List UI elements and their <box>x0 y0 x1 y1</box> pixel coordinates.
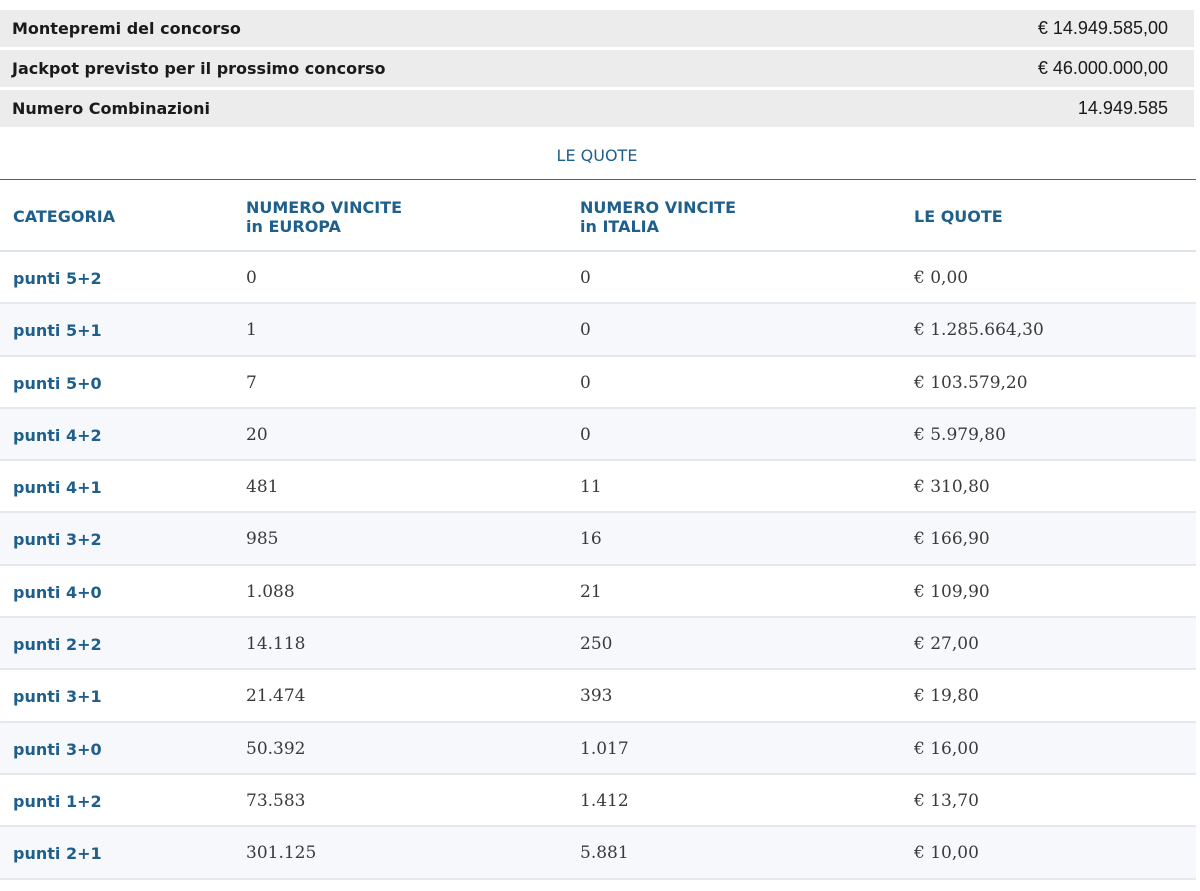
europe-wins-cell: 985 <box>246 529 279 550</box>
table-row: punti 3+0 50.392 1.017 € 16,00 <box>0 722 1196 775</box>
column-header-categoria: CATEGORIA <box>13 207 115 226</box>
europe-wins-cell: 481 <box>246 477 279 498</box>
italy-wins-cell: 0 <box>580 424 591 445</box>
europe-wins-cell: 301.125 <box>246 843 317 864</box>
category-cell: punti 3+2 <box>13 530 102 550</box>
summary-label: Numero Combinazioni <box>12 99 210 118</box>
quote-cell: € 5.979,80 <box>914 424 1006 445</box>
italy-wins-cell: 16 <box>580 529 602 550</box>
italy-wins-cell: 0 <box>580 372 591 393</box>
quote-cell: € 109,90 <box>914 581 990 602</box>
table-row: punti 1+2 73.583 1.412 € 13,70 <box>0 775 1196 828</box>
europe-wins-cell: 73.583 <box>246 790 306 811</box>
quote-cell: € 103.579,20 <box>914 372 1028 393</box>
category-cell: punti 3+1 <box>13 687 102 707</box>
quote-cell: € 19,80 <box>914 686 979 707</box>
summary-value: € 46.000.000,00 <box>1037 58 1168 78</box>
table-header: CATEGORIA NUMERO VINCITE in EUROPA NUMER… <box>0 180 1196 252</box>
column-header-sublabel: in EUROPA <box>246 217 341 236</box>
europe-wins-cell: 1.088 <box>246 581 295 602</box>
europe-wins-cell: 50.392 <box>246 738 306 759</box>
europe-wins-cell: 7 <box>246 372 257 393</box>
category-cell: punti 5+0 <box>13 373 102 393</box>
europe-wins-cell: 20 <box>246 424 268 445</box>
table-row: punti 5+0 7 0 € 103.579,20 <box>0 357 1196 409</box>
summary-value: 14.949.585 <box>1077 98 1168 118</box>
italy-wins-cell: 21 <box>580 581 602 602</box>
quote-cell: € 310,80 <box>914 477 990 498</box>
italy-wins-cell: 393 <box>580 686 613 707</box>
column-header-europa: NUMERO VINCITE in EUROPA <box>246 198 402 236</box>
category-cell: punti 3+0 <box>13 739 102 759</box>
quote-cell: € 0,00 <box>914 268 969 288</box>
table-row: punti 3+1 21.474 393 € 19,80 <box>0 670 1196 723</box>
column-header-label: LE QUOTE <box>914 207 1003 226</box>
italy-wins-cell: 5.881 <box>580 843 629 864</box>
italy-wins-cell: 1.017 <box>580 738 629 759</box>
quote-cell: € 13,70 <box>914 790 979 811</box>
table-row: punti 2+1 301.125 5.881 € 10,00 <box>0 827 1196 880</box>
category-cell: punti 1+2 <box>13 791 102 811</box>
column-header-label: CATEGORIA <box>13 207 116 226</box>
europe-wins-cell: 21.474 <box>246 686 306 707</box>
italy-wins-cell: 11 <box>580 477 602 498</box>
summary-row-jackpot: Jackpot previsto per il prossimo concors… <box>0 50 1194 87</box>
quote-table: CATEGORIA NUMERO VINCITE in EUROPA NUMER… <box>0 179 1196 880</box>
category-cell: punti 4+0 <box>13 582 102 602</box>
table-row: punti 2+2 14.118 250 € 27,00 <box>0 618 1196 671</box>
quote-cell: € 166,90 <box>914 529 990 550</box>
table-row: punti 5+2 0 0 € 0,00 <box>0 252 1196 305</box>
category-cell: punti 5+2 <box>13 269 102 288</box>
table-row: punti 4+1 481 11 € 310,80 <box>0 461 1196 514</box>
quote-cell: € 10,00 <box>914 843 979 864</box>
table-row: punti 3+2 985 16 € 166,90 <box>0 513 1196 566</box>
column-header-quote: LE QUOTE <box>914 207 1003 226</box>
column-header-label: NUMERO VINCITE <box>580 198 736 217</box>
table-row: punti 4+0 1.088 21 € 109,90 <box>0 566 1196 619</box>
europe-wins-cell: 1 <box>246 320 257 341</box>
quote-cell: € 27,00 <box>914 634 979 655</box>
category-cell: punti 4+2 <box>13 425 102 445</box>
summary-label: Jackpot previsto per il prossimo concors… <box>12 59 386 78</box>
italy-wins-cell: 1.412 <box>580 790 629 811</box>
summary-row-combinazioni: Numero Combinazioni 14.949.585 <box>0 90 1194 127</box>
summary-label: Montepremi del concorso <box>12 19 241 38</box>
category-cell: punti 5+1 <box>13 321 102 341</box>
table-row: punti 4+2 20 0 € 5.979,80 <box>0 408 1196 462</box>
category-cell: punti 2+1 <box>13 844 102 864</box>
italy-wins-cell: 0 <box>580 268 591 288</box>
column-header-italia: NUMERO VINCITE in ITALIA <box>580 198 736 236</box>
table-row: punti 5+1 1 0 € 1.285.664,30 <box>0 304 1196 357</box>
quote-cell: € 1.285.664,30 <box>914 320 1044 341</box>
summary-value: € 14.949.585,00 <box>1037 18 1168 38</box>
section-title: LE QUOTE <box>556 146 638 165</box>
europe-wins-cell: 0 <box>246 268 257 288</box>
summary-table: Montepremi del concorso € 14.949.585,00 … <box>0 10 1194 130</box>
italy-wins-cell: 250 <box>580 634 613 655</box>
summary-row-montepremi: Montepremi del concorso € 14.949.585,00 <box>0 10 1194 47</box>
column-header-sublabel: in ITALIA <box>580 217 659 236</box>
category-cell: punti 4+1 <box>13 478 102 498</box>
europe-wins-cell: 14.118 <box>246 634 306 655</box>
category-cell: punti 2+2 <box>13 635 102 655</box>
italy-wins-cell: 0 <box>580 320 591 341</box>
quote-cell: € 16,00 <box>914 738 979 759</box>
column-header-label: NUMERO VINCITE <box>246 198 402 217</box>
